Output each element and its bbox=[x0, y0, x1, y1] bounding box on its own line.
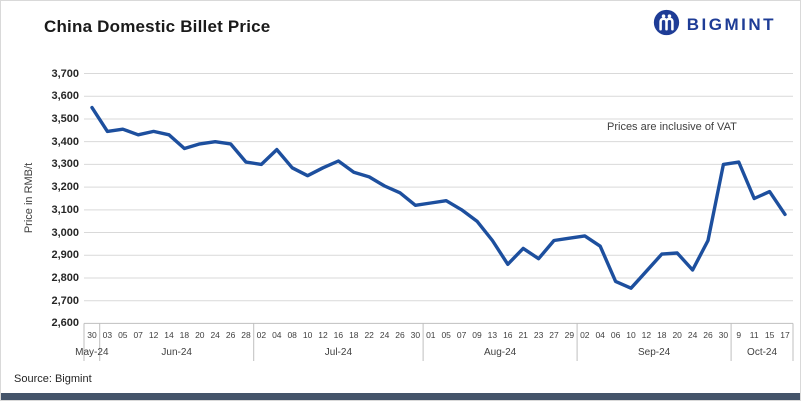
y-tick-label: 2,600 bbox=[51, 317, 79, 330]
x-tick-label: 07 bbox=[133, 330, 143, 340]
x-tick-label: 30 bbox=[87, 330, 97, 340]
x-tick-label: 20 bbox=[672, 330, 682, 340]
x-tick-label: 04 bbox=[272, 330, 282, 340]
x-tick-label: 12 bbox=[641, 330, 652, 340]
month-label: Aug-24 bbox=[483, 347, 517, 358]
x-tick-label: 12 bbox=[148, 330, 159, 340]
x-tick-label: 27 bbox=[549, 330, 559, 340]
month-label: Jul-24 bbox=[324, 347, 353, 358]
month-label: Oct-24 bbox=[747, 347, 778, 358]
x-tick-label: 22 bbox=[364, 330, 374, 340]
y-tick-label: 3,700 bbox=[51, 67, 79, 80]
x-tick-label: 12 bbox=[318, 330, 328, 340]
x-tick-label: 06 bbox=[610, 330, 621, 340]
x-tick-label: 24 bbox=[687, 330, 698, 340]
y-tick-label: 3,600 bbox=[51, 90, 79, 103]
x-tick-label: 02 bbox=[256, 330, 267, 340]
y-tick-label: 2,700 bbox=[51, 294, 79, 307]
x-tick-label: 29 bbox=[564, 330, 575, 340]
x-tick-label: 18 bbox=[657, 330, 667, 340]
x-tick-label: 30 bbox=[410, 330, 421, 340]
x-tick-label: 9 bbox=[736, 330, 742, 340]
source-note: Source: Bigmint bbox=[14, 373, 92, 385]
x-tick-label: 26 bbox=[703, 330, 713, 340]
y-tick-label: 2,900 bbox=[51, 249, 79, 262]
page-title: China Domestic Billet Price bbox=[44, 17, 271, 36]
x-tick-label: 16 bbox=[503, 330, 513, 340]
x-tick-label: 16 bbox=[333, 330, 344, 340]
month-label: Sep-24 bbox=[637, 347, 671, 358]
month-label: Jun-24 bbox=[161, 347, 192, 358]
x-tick-label: 03 bbox=[102, 330, 113, 340]
chart-line bbox=[90, 105, 787, 290]
x-tick-label: 20 bbox=[195, 330, 205, 340]
brand-name: BIGMINT bbox=[686, 15, 776, 34]
y-tick-label: 3,500 bbox=[51, 112, 79, 125]
x-tick-label: 26 bbox=[225, 330, 236, 340]
y-tick-label: 2,800 bbox=[51, 271, 79, 284]
gridlines bbox=[84, 73, 793, 302]
bigmint-logo-icon bbox=[653, 9, 680, 41]
x-tick-label: 09 bbox=[472, 330, 482, 340]
x-tick-label: 10 bbox=[302, 330, 313, 340]
brand-logo: BIGMINT bbox=[653, 9, 776, 41]
x-tick-label: 05 bbox=[441, 330, 451, 340]
x-tick-label: 07 bbox=[456, 330, 467, 340]
x-tick-label: 21 bbox=[518, 330, 528, 340]
x-tick-label: 28 bbox=[241, 330, 251, 340]
x-tick-label: 23 bbox=[533, 330, 544, 340]
x-tick-label: 26 bbox=[395, 330, 405, 340]
x-tick-label: 17 bbox=[780, 330, 790, 340]
x-tick-label: 30 bbox=[718, 330, 729, 340]
x-tick-label: 02 bbox=[580, 330, 590, 340]
vat-annotation: Prices are inclusive of VAT bbox=[607, 121, 737, 133]
x-tick-label: 08 bbox=[287, 330, 297, 340]
x-tick-label: 04 bbox=[595, 330, 605, 340]
y-tick-label: 3,400 bbox=[51, 135, 79, 148]
x-tick-label: 24 bbox=[210, 330, 220, 340]
y-tick-label: 3,100 bbox=[51, 203, 79, 216]
month-label: May-24 bbox=[75, 347, 109, 358]
bottom-accent-bar bbox=[1, 393, 800, 400]
x-tick-label: 24 bbox=[379, 330, 390, 340]
y-tick-label: 3,200 bbox=[51, 181, 79, 194]
x-tick-label: 15 bbox=[764, 330, 775, 340]
x-tick-label: 18 bbox=[179, 330, 190, 340]
y-tick-label: 3,000 bbox=[51, 226, 79, 239]
month-separators bbox=[83, 323, 794, 361]
x-tick-label: 18 bbox=[349, 330, 359, 340]
x-tick-label: 10 bbox=[626, 330, 636, 340]
y-tick-label: 3,300 bbox=[51, 158, 79, 171]
x-tick-label: 14 bbox=[164, 330, 174, 340]
x-tick-label: 01 bbox=[426, 330, 436, 340]
x-tick-label: 11 bbox=[749, 330, 759, 340]
x-tick-label: 13 bbox=[487, 330, 498, 340]
x-tick-label: 05 bbox=[118, 330, 128, 340]
